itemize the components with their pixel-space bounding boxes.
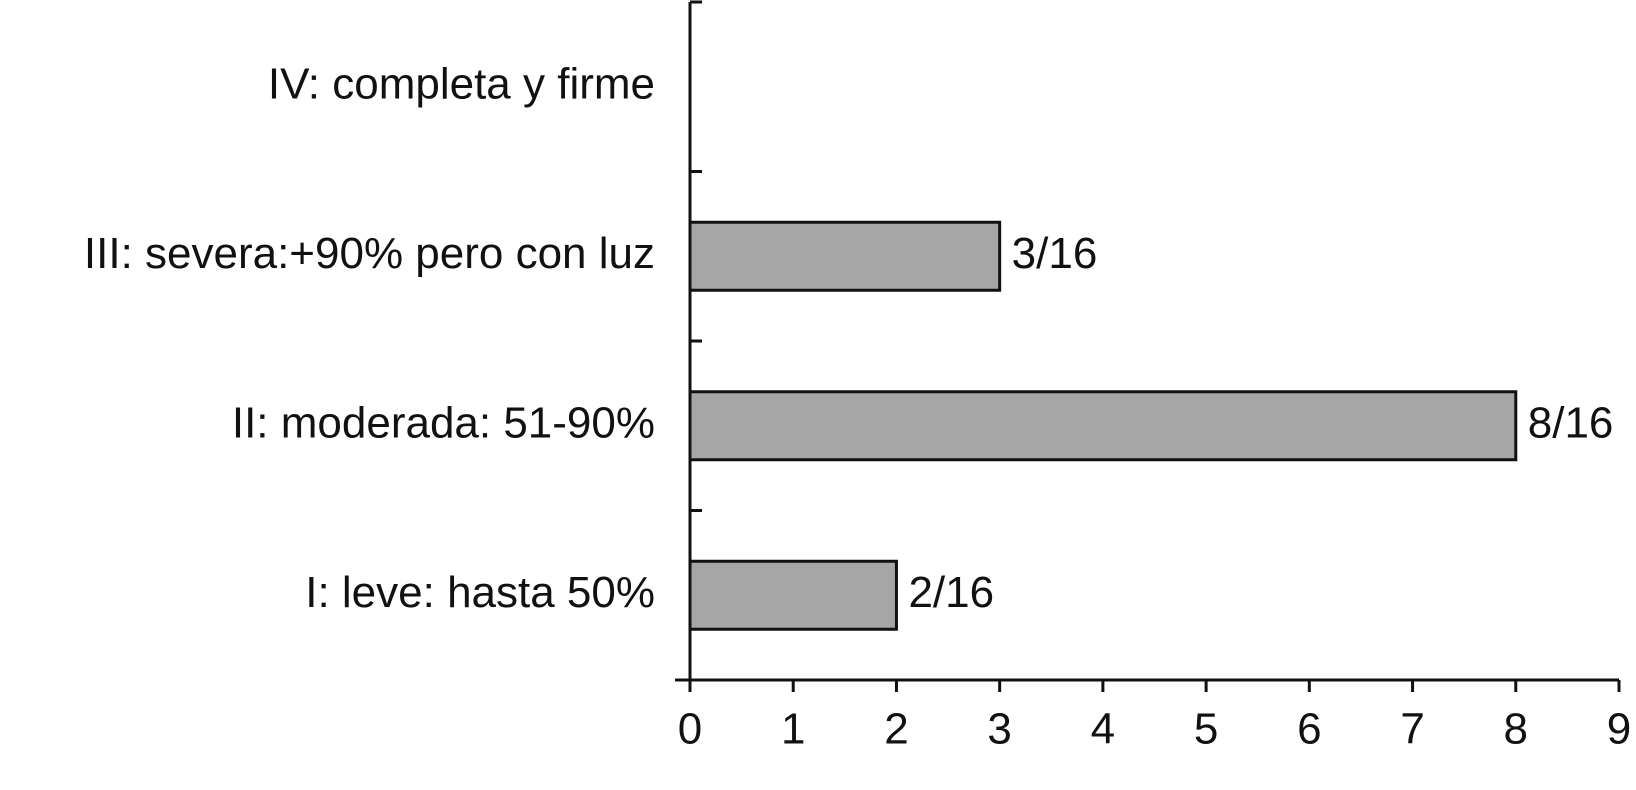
y-tick-label: III: severa:+90% pero con luz [84, 229, 655, 278]
y-tick-label: II: moderada: 51-90% [232, 398, 655, 447]
x-tick-label: 5 [1194, 705, 1218, 754]
x-tick-label: 7 [1400, 705, 1424, 754]
x-tick-label: 3 [987, 705, 1011, 754]
value-label: 2/16 [908, 568, 994, 617]
y-tick-label: IV: completa y firme [268, 59, 655, 108]
y-tick-label: I: leve: hasta 50% [305, 568, 655, 617]
bar [688, 220, 1002, 292]
x-tick-label: 0 [678, 705, 702, 754]
value-label: 8/16 [1528, 398, 1614, 447]
bar [688, 559, 898, 631]
x-tick-label: 9 [1607, 705, 1631, 754]
x-tick-label: 1 [781, 705, 805, 754]
x-tick-label: 6 [1297, 705, 1321, 754]
x-tick-label: 4 [1091, 705, 1115, 754]
bar [688, 390, 1518, 462]
x-tick-label: 8 [1504, 705, 1528, 754]
x-tick-label: 2 [884, 705, 908, 754]
value-label: 3/16 [1012, 229, 1098, 278]
